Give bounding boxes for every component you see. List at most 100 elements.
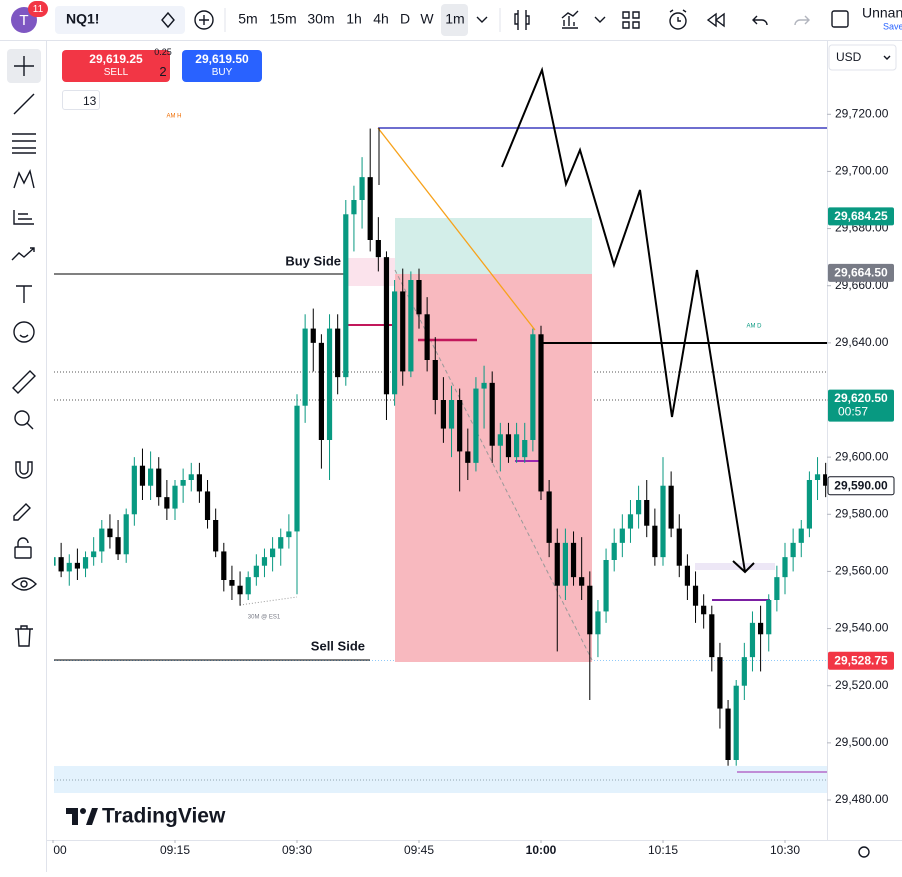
candle-body: [684, 565, 690, 586]
interval[interactable]: 15m: [269, 11, 296, 27]
candle-body: [692, 585, 699, 606]
ruler-tool[interactable]: [12, 370, 36, 394]
candle-body: [579, 577, 585, 586]
y-tick-label: 29,580.00: [835, 506, 889, 520]
projection-arrow: [732, 560, 755, 574]
annotation: AM H: [167, 114, 182, 120]
candle-body: [229, 580, 235, 586]
candle-body: [538, 334, 544, 492]
fullscreen[interactable]: [831, 10, 849, 28]
candles: [54, 128, 827, 766]
interval[interactable]: 30m: [307, 11, 334, 27]
candle-body: [326, 328, 333, 440]
candle-body: [652, 525, 658, 558]
chart-type[interactable]: [514, 10, 530, 30]
notification-count: 11: [33, 4, 44, 15]
x-tick-label: 09:45: [404, 843, 434, 857]
zoom-handle: [26, 422, 34, 430]
sell-price: 29,619.25: [89, 52, 143, 66]
interval[interactable]: D: [400, 11, 410, 27]
candle-body: [546, 491, 552, 543]
x-tick-label: 10:15: [648, 843, 678, 857]
candle-body: [603, 560, 609, 612]
watermark: TradingView: [102, 805, 226, 828]
candle-body: [172, 485, 178, 509]
pattern-tool[interactable]: [13, 168, 35, 189]
notification-badge: [28, 1, 48, 17]
price-badge: [828, 651, 894, 670]
candle-body: [790, 542, 796, 558]
interval[interactable]: 5m: [238, 11, 257, 27]
candle-body: [58, 557, 64, 572]
candle-body: [823, 474, 827, 486]
interval[interactable]: 1m: [445, 11, 464, 27]
candle-body: [514, 434, 520, 458]
hide-tool[interactable]: [11, 577, 37, 591]
candle-body: [245, 577, 251, 595]
indicators[interactable]: [561, 10, 579, 29]
candle-body: [432, 360, 438, 400]
interval[interactable]: W: [420, 11, 434, 27]
candle-body: [367, 177, 373, 240]
candle-body: [668, 485, 674, 529]
lock-tool[interactable]: [14, 546, 32, 559]
y-tick-label: 29,480.00: [835, 792, 889, 806]
add-symbol[interactable]: [194, 10, 214, 30]
y-tick-label: 29,600.00: [835, 449, 889, 463]
remove-tool[interactable]: [15, 625, 33, 647]
candle-body: [611, 542, 617, 560]
replay[interactable]: [706, 12, 725, 28]
buy-button[interactable]: 29,619.50 BUY: [182, 50, 262, 82]
undo[interactable]: [752, 15, 768, 26]
currency-select[interactable]: [828, 44, 897, 71]
candle-body: [343, 214, 349, 378]
candle-body: [383, 257, 390, 395]
candle-body: [709, 614, 715, 658]
candle-body: [448, 400, 455, 429]
brush-tool[interactable]: [11, 247, 35, 261]
candle-body: [497, 434, 503, 446]
indicators-toggle[interactable]: 13: [62, 90, 100, 110]
emoji-smile: [19, 334, 29, 338]
layouts[interactable]: [622, 11, 640, 29]
sell-button[interactable]: 29,619.25 SELL: [62, 50, 170, 82]
compare-icon[interactable]: [161, 11, 175, 29]
symbol-search[interactable]: [55, 6, 185, 34]
price-badge: [828, 207, 894, 226]
interval[interactable]: 4h: [373, 11, 389, 27]
candle-body: [741, 657, 747, 686]
magnet-tool[interactable]: [15, 461, 33, 479]
eye: [20, 580, 28, 588]
settings[interactable]: [858, 846, 870, 858]
annotation: 30M @ ES1: [248, 615, 281, 621]
projection-tool[interactable]: [13, 210, 34, 225]
candle-body: [522, 440, 528, 458]
watermark-logo: [66, 808, 98, 825]
fib-tool[interactable]: [12, 133, 36, 154]
layout-name[interactable]: Unnan: [862, 5, 902, 21]
candle-body: [505, 434, 512, 458]
candle-body: [156, 468, 162, 498]
alert[interactable]: [669, 12, 687, 30]
candle-body: [473, 388, 479, 463]
indicators-menu[interactable]: [594, 16, 606, 23]
quantity[interactable]: 2: [159, 64, 167, 79]
candle-body: [570, 542, 577, 578]
candle-body: [587, 585, 593, 635]
price-badge: [827, 476, 895, 496]
stay-drawing[interactable]: [13, 503, 31, 521]
trend-line-tool[interactable]: [13, 93, 35, 115]
candle-body: [107, 528, 113, 538]
interval[interactable]: 1h: [346, 11, 362, 27]
zoom-tool[interactable]: [14, 410, 30, 426]
y-tick-label: 29,500.00: [835, 735, 889, 749]
price-badge-label: 29,620.50: [834, 391, 888, 405]
tick-size: 0.25: [154, 47, 172, 57]
candle-body: [253, 565, 259, 578]
candle-body: [180, 480, 186, 486]
y-tick-label: 29,640.00: [835, 335, 889, 349]
text-tool[interactable]: [16, 285, 32, 303]
emoji-tool[interactable]: [13, 321, 35, 343]
interval-menu[interactable]: [476, 16, 488, 23]
redo[interactable]: [794, 15, 810, 26]
